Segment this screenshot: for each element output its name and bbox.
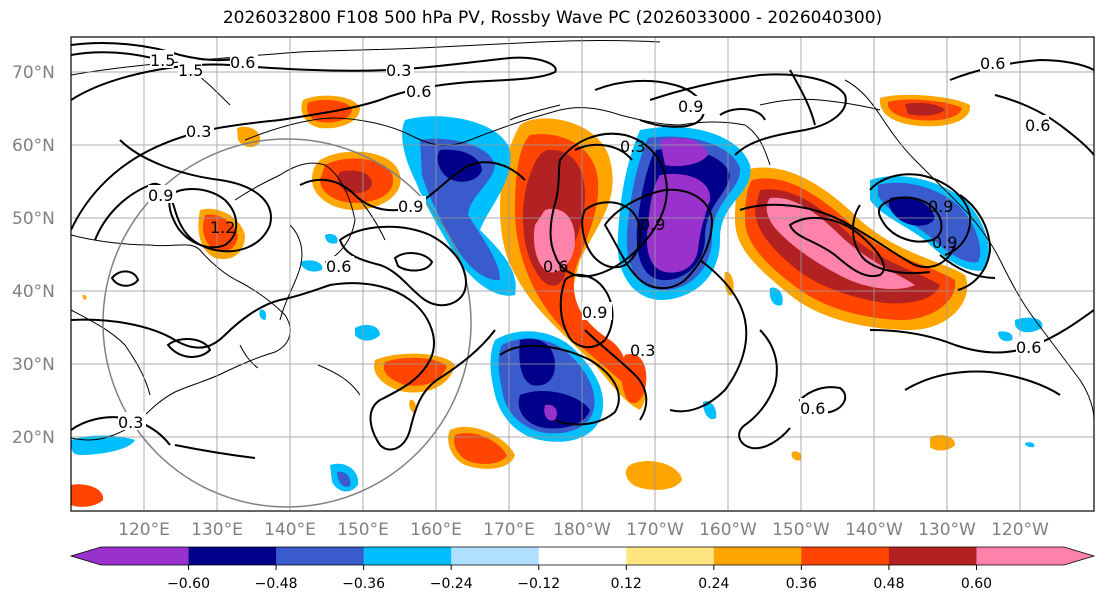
contour-label: 0.9: [398, 197, 423, 216]
negative-anomaly-blob: [703, 401, 717, 420]
lat-label: 20°N: [12, 428, 55, 448]
colorbar-tick-label: −0.24: [430, 576, 473, 592]
colorbar-tick-label: 0.60: [961, 576, 992, 592]
colorbar-segment: [626, 547, 715, 565]
contour-label: 0.9: [148, 186, 173, 205]
contour-label: 0.9: [582, 303, 607, 322]
negative-anomaly-blob: [998, 331, 1013, 342]
colorbar-segment: [976, 547, 1094, 565]
colorbar-segment: [451, 547, 540, 565]
colorbar-ticks: −0.60 −0.48 −0.36 −0.24 −0.12 0.12 0.24 0.36 0.4…: [167, 565, 992, 592]
colorbar-tick-label: 0.48: [873, 576, 904, 592]
colorbar-segment: [888, 547, 977, 565]
graticule: [71, 37, 1094, 511]
negative-anomaly-blob: [259, 309, 267, 320]
lon-label: 170°E: [483, 520, 535, 540]
map-title: 2026032800 F108 500 hPa PV, Rossby Wave …: [222, 8, 883, 28]
lon-label: 130°W: [918, 520, 976, 540]
contour-label: 0.6: [800, 399, 825, 418]
contour-label-group: 1.5 1.5 0.6 0.3 0.6 0.3 0.9 0.9 1.2 0.6 …: [118, 50, 1050, 432]
contour-label: 0.6: [406, 82, 431, 101]
negative-anomaly-blob: [1025, 442, 1035, 448]
contour-label: 1.5: [178, 61, 203, 80]
colorbar-segment: [801, 547, 890, 565]
lat-label: 60°N: [12, 136, 55, 156]
lat-label: 40°N: [12, 282, 55, 302]
colorbar-tick-label: −0.60: [167, 576, 210, 592]
lon-label: 170°W: [626, 520, 684, 540]
negative-anomaly-blob: [300, 260, 323, 272]
positive-anomaly-blob: [791, 451, 802, 461]
radius-circle: [102, 138, 472, 508]
colorbar-segment: [713, 547, 802, 565]
colorbar-tick-label: −0.48: [255, 576, 298, 592]
lon-label: 160°W: [699, 520, 757, 540]
contour-label: 0.3: [620, 137, 645, 156]
latitude-labels: 70°N 60°N 50°N 40°N 30°N 20°N: [12, 63, 55, 448]
contour-label: 0.3: [186, 122, 211, 141]
lon-label: 160°E: [410, 520, 462, 540]
longitude-labels: 120°E 130°E 140°E 150°E 160°E 170°E 180°…: [118, 520, 1049, 540]
contour-label: 0.6: [543, 257, 568, 276]
colorbar-segment: [71, 547, 189, 565]
negative-anomaly-blob: [769, 287, 783, 306]
positive-anomaly-blob: [409, 399, 416, 413]
positive-anomaly-blob: [454, 432, 507, 464]
contour-label: 0.9: [932, 233, 957, 252]
lat-label: 50°N: [12, 209, 55, 229]
colorbar-outline: [69, 546, 1096, 566]
positive-anomaly-blob: [82, 294, 87, 300]
lon-label: 140°W: [845, 520, 903, 540]
contour-label: 0.6: [1025, 116, 1050, 135]
negative-anomaly-blob: [355, 324, 380, 341]
colorbar-segments: [69, 546, 1096, 566]
lon-label: 120°W: [991, 520, 1049, 540]
anomaly-shading: [71, 94, 1043, 507]
colorbar-tick-label: −0.36: [342, 576, 385, 592]
positive-anomaly-blob: [625, 460, 682, 490]
lon-label: 180°W: [553, 520, 611, 540]
colorbar-tick-label: 0.12: [611, 576, 642, 592]
contour-label: 0.6: [230, 53, 255, 72]
colorbar-segment: [538, 547, 627, 565]
positive-anomaly-blob: [930, 435, 955, 451]
contour-label: 0.3: [386, 61, 411, 80]
colorbar-tick-label: 0.36: [786, 576, 817, 592]
lon-label: 150°W: [772, 520, 830, 540]
map-border: [70, 36, 1095, 512]
negative-anomaly-blob: [337, 471, 351, 487]
contour-label: 0.6: [980, 54, 1005, 73]
positive-anomaly-blob: [383, 357, 447, 386]
negative-anomaly-blob: [490, 331, 604, 442]
contour-label: 1.2: [210, 218, 235, 237]
contour-label: 0.3: [118, 413, 143, 432]
contour-label: 0.9: [640, 215, 665, 234]
lon-label: 140°E: [264, 520, 316, 540]
negative-anomaly-blob: [325, 233, 338, 244]
contour-label: 0.6: [326, 257, 351, 276]
colorbar-segment: [363, 547, 452, 565]
colorbar-segment: [276, 547, 365, 565]
colorbar-tick-label: 0.24: [698, 576, 729, 592]
colorbar-segment: [188, 547, 277, 565]
lon-label: 130°E: [191, 520, 243, 540]
positive-anomaly-blob: [621, 354, 647, 404]
lon-label: 150°E: [337, 520, 389, 540]
colorbar-tick-label: −0.12: [517, 576, 560, 592]
colorbar: −0.60 −0.48 −0.36 −0.24 −0.12 0.12 0.24 0.36 0.4…: [69, 546, 1096, 592]
positive-anomaly-blob: [71, 484, 104, 507]
contour-label: 0.6: [1016, 338, 1041, 357]
lat-label: 70°N: [12, 63, 55, 83]
contour-label: 0.9: [928, 197, 953, 216]
contour-label: 0.3: [630, 341, 655, 360]
negative-anomaly-blob: [402, 116, 516, 296]
contour-label: 1.5: [150, 51, 175, 70]
positive-anomaly-blob: [905, 102, 945, 116]
lon-label: 120°E: [118, 520, 170, 540]
contour-label: 0.9: [678, 97, 703, 116]
lat-label: 30°N: [12, 355, 55, 375]
